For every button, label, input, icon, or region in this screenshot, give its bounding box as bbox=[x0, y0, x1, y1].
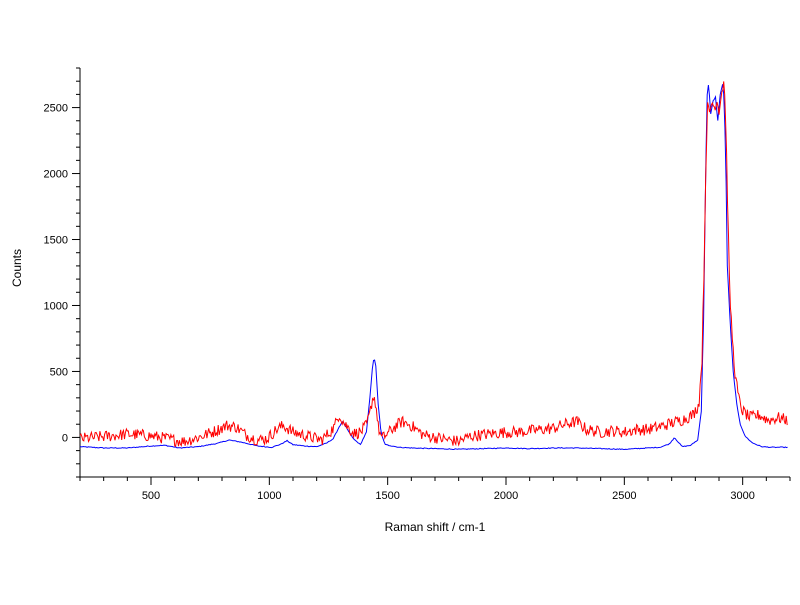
y-tick-label: 2000 bbox=[44, 169, 68, 181]
axes: 0 500 1000 1500 2000 2500 500 1000 1500 2000 2500 3… bbox=[44, 67, 791, 502]
y-tick-label: 0 bbox=[62, 432, 68, 444]
series-layer bbox=[79, 81, 788, 451]
y-tick-label: 1500 bbox=[44, 235, 68, 247]
x-tick-label: 3000 bbox=[730, 490, 754, 502]
x-tick-label: 2000 bbox=[494, 490, 518, 502]
x-tick-label: 1000 bbox=[257, 490, 281, 502]
x-tick-label: 2500 bbox=[612, 490, 636, 502]
x-axis-label: Raman shift / cm-1 bbox=[385, 520, 486, 534]
x-tick-label: 1500 bbox=[375, 490, 399, 502]
x-tick-label: 500 bbox=[142, 490, 160, 502]
series-red-line bbox=[79, 81, 788, 448]
series-blue-line bbox=[79, 84, 788, 451]
y-tick-label: 500 bbox=[50, 366, 68, 378]
y-tick-label: 1000 bbox=[44, 300, 68, 312]
y-tick-label: 2500 bbox=[44, 103, 68, 115]
y-axis-label: Counts bbox=[10, 249, 24, 287]
